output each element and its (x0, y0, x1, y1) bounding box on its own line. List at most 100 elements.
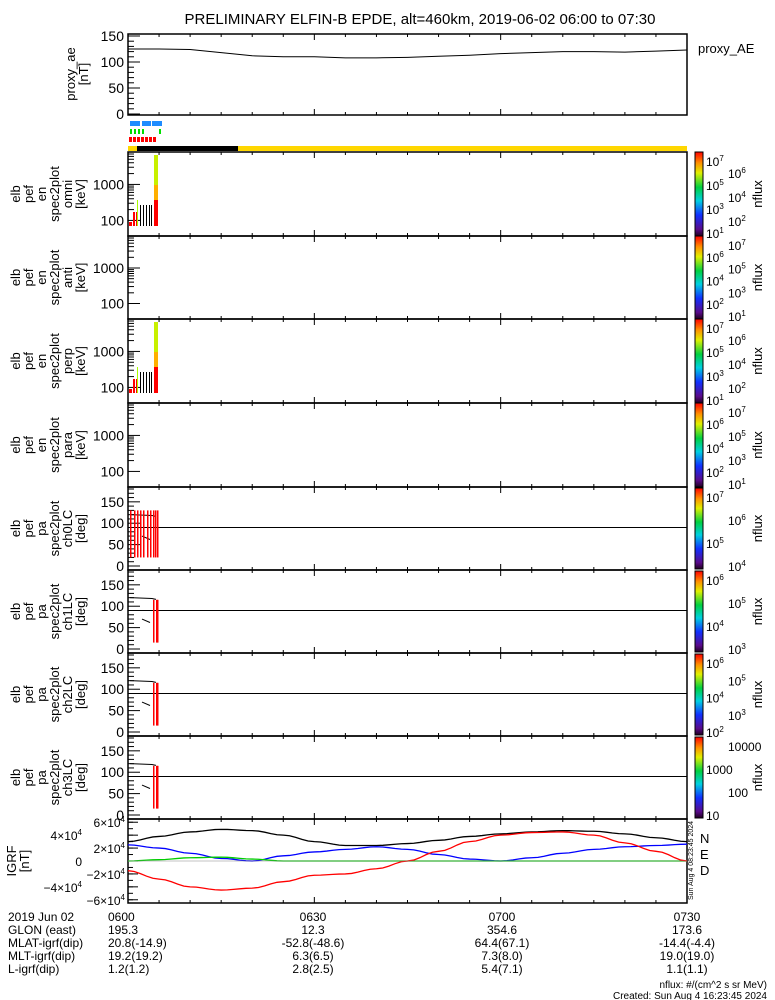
colorbar-tick-label: 105 (728, 429, 746, 444)
status-bar-red (149, 137, 152, 142)
y-tick-label: −4×104 (44, 880, 83, 895)
colorbar (694, 318, 704, 404)
colorbar-tick-label: 107 (706, 490, 724, 505)
axis-label-line: pef (21, 185, 36, 203)
spectrogram-pixel (154, 155, 158, 185)
colorbar-label: nflux (750, 597, 765, 625)
units-note: nflux: #/(cm^2 s sr MeV) (660, 980, 768, 991)
axis-label-line: pef (21, 436, 36, 454)
spectrogram-pixel (143, 372, 144, 393)
axis-label-line: [deg] (73, 763, 88, 792)
blc-line (141, 701, 151, 706)
spectrogram-pixel (129, 389, 132, 393)
axis-label-line: [deg] (73, 680, 88, 709)
status-bar-green (138, 129, 140, 134)
y-tick-label: 6×104 (94, 815, 126, 830)
colorbar-tick-label: 106 (706, 573, 724, 588)
footer-value-mlat: -52.8(-48.6) (282, 936, 345, 950)
axis-label-line: ch0LC (60, 510, 75, 548)
pa-pixel (157, 599, 159, 643)
colorbar-label: nflux (750, 680, 765, 708)
colorbar-tick-label: 104 (706, 441, 724, 456)
blc-line (141, 618, 151, 623)
spectrogram-pixel (140, 205, 141, 226)
footer-row-label: L-igrf(dip) (8, 962, 59, 976)
proxy-ae-ylabel: proxy_ae[nT] (63, 47, 91, 100)
status-bar-blue (130, 121, 140, 126)
spectrogram-pixel (146, 372, 147, 393)
colorbar-tick-label: 105 (706, 536, 724, 551)
colorbar-tick-label: 102 (728, 214, 746, 229)
colorbar-tick-label: 101 (706, 226, 724, 241)
spectrogram-pixel (137, 367, 138, 393)
axis-label-line: [keV] (73, 346, 88, 376)
status-bar-red (141, 137, 144, 142)
colorbar-tick-label: 100 (728, 786, 748, 800)
axis-label-line: pef (21, 352, 36, 370)
spectrogram-pixel (143, 205, 144, 226)
footer-row-label: MLT-igrf(dip) (8, 949, 75, 963)
footer-value-glon: 195.3 (108, 923, 138, 937)
status-bar-green (142, 129, 144, 134)
pa-pixel (137, 510, 139, 558)
axis-label-line: proxy_ae (63, 47, 78, 100)
axis-label-line: elb (8, 686, 23, 703)
colorbar-label: nflux (750, 347, 765, 375)
proxy-ae-panel (127, 33, 688, 116)
colorbar-tick-label: 107 (706, 321, 724, 336)
spectrogram-pixel (151, 205, 152, 226)
colorbar-tick-label: 104 (706, 274, 724, 289)
y-tick-label: −6×104 (87, 893, 126, 908)
colorbar-tick-label: 105 (728, 673, 746, 688)
status-bar-red (129, 137, 132, 142)
igrf-ylabel: IGRF[nT] (4, 845, 32, 876)
lc-line (129, 763, 157, 766)
pitch-angle-panel-0 (127, 486, 688, 571)
colorbar (694, 402, 704, 488)
y-tick-label: 0 (116, 558, 124, 574)
y-tick-label: 0 (116, 724, 124, 740)
colorbar-tick-label: 105 (706, 345, 724, 360)
footer-value-mlt: 6.3(6.5) (292, 949, 333, 963)
spectrogram-pixel (151, 372, 152, 393)
axis-label-line: spec2plot (47, 749, 62, 805)
axis-label-line: elb (8, 520, 23, 537)
colorbar-label: nflux (750, 514, 765, 542)
igrf-legend-N: N (700, 831, 709, 846)
footer-value-time: 0630 (300, 910, 327, 924)
y-tick-label: 50 (108, 620, 124, 636)
footer-value-l: 1.2(1.2) (108, 962, 149, 976)
footer-value-time: 0730 (674, 910, 701, 924)
axis-label-line: pa (34, 521, 49, 536)
colorbar-label: nflux (750, 263, 765, 291)
footer-value-glon: 173.6 (672, 923, 702, 937)
colorbar-tick-label: 102 (706, 297, 724, 312)
spectrogram-panel-2 (127, 318, 688, 404)
y-tick-label: 100 (101, 515, 125, 531)
axis-label-line: pa (34, 687, 49, 702)
axis-label-line: spec2plot (47, 166, 62, 222)
pa-pixel (156, 682, 158, 726)
y-tick-label: 50 (108, 80, 124, 96)
pitch-angle-panel-2 (127, 652, 688, 737)
status-bar-green (159, 129, 161, 134)
y-tick-label: 50 (108, 703, 124, 719)
igrf-line-N (127, 843, 688, 862)
axis-label-line: ch3LC (60, 759, 75, 797)
colorbar-tick-label: 102 (706, 725, 724, 740)
pa-pixel (157, 682, 159, 726)
axis-label-line: elb (8, 269, 23, 286)
axis-label-line: pef (21, 602, 36, 620)
spectrogram-pixel (154, 352, 158, 367)
status-bar-green (134, 129, 136, 134)
axis-label-line: pef (21, 685, 36, 703)
axis-label-line: ch1LC (60, 593, 75, 631)
colorbar-tick-label: 1000 (706, 763, 733, 777)
y-tick-label: 150 (101, 494, 125, 510)
status-bar-blue (142, 121, 151, 126)
plot-title: PRELIMINARY ELFIN-B EPDE, alt=460km, 201… (185, 11, 656, 28)
y-tick-label: 100 (101, 212, 125, 228)
